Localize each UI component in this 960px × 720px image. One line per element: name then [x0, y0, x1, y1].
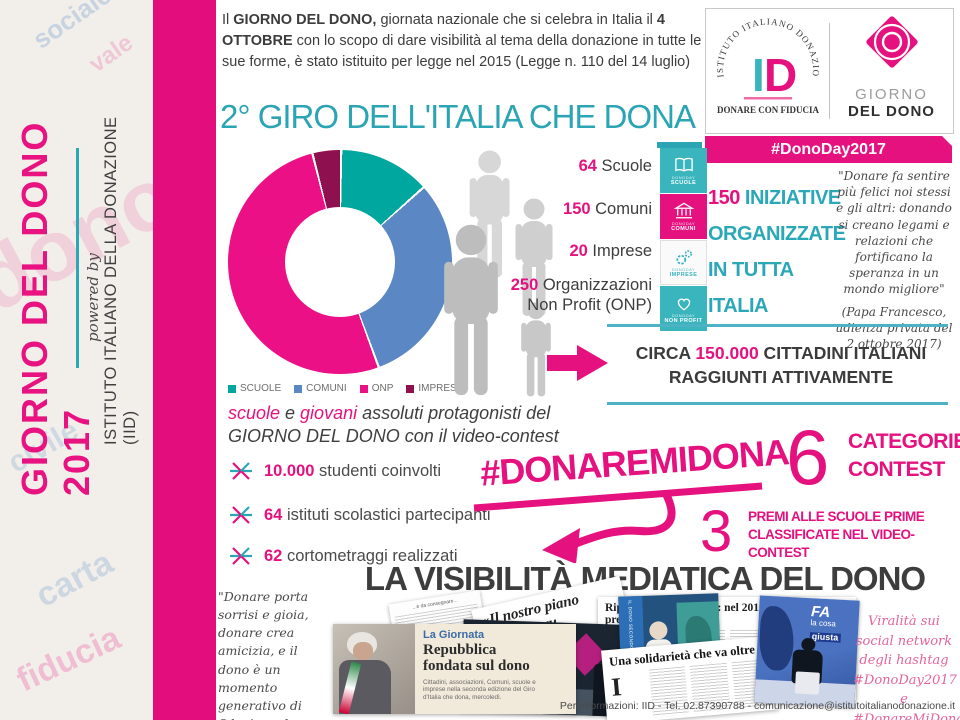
tv-presenter-head [649, 621, 668, 640]
right-arrow-icon [547, 345, 608, 381]
tv-screenshot-fa: FA la cosa giusta [754, 595, 860, 708]
stat-schools: 64 istituti scolastici partecipanti [228, 502, 491, 528]
photo-face [353, 642, 373, 660]
giorno-del-dono-diamond-icon [865, 16, 918, 68]
count-comuni: 150 Comuni [563, 200, 652, 218]
gdd-word-deldono: DEL DONO [848, 102, 935, 120]
contest-prizes-label: PREMI ALLE SCUOLE PRIME CLASSIFICATE NEL … [748, 509, 925, 561]
vertical-divider [76, 148, 79, 368]
press-clipping-lagiornata: La Giornata Repubblica fondata sul dono … [333, 624, 576, 714]
iid-logo-icon: ISTITUTO ITALIANO DONAZIONE I D DONARE C… [702, 1, 820, 115]
accent-bar [153, 0, 216, 720]
clipping-body: Cittadini, associazioni, Comuni, scuole … [423, 678, 536, 702]
intro-paragraph: Il GIORNO DEL DONO, giornata nazionale c… [222, 12, 702, 71]
contest-intro: scuole e giovani assoluti protagonisti d… [228, 403, 559, 447]
tv-backdrop-art [757, 605, 796, 672]
category-tiles: DONODAY SCUOLE DONODAY COMUNI DONODAY IM… [660, 148, 707, 332]
logo-box: ISTITUTO ITALIANO DONAZIONE I D DONARE C… [702, 1, 954, 134]
legend-item: ONP [359, 383, 393, 394]
heart-icon [677, 297, 690, 311]
asterisk-icon [230, 506, 252, 524]
tile-label: COMUNI [671, 225, 696, 232]
legend-swatch [406, 384, 415, 393]
gdd-word-giorno: GIORNO [855, 86, 928, 103]
stat-shorts: 62 cortometraggi realizzati [228, 543, 458, 569]
watermark-word: fiducia [10, 618, 127, 700]
contest-categories-label: CATEGORIE CONTEST [848, 430, 960, 482]
social-virality-note: Viralità sui social network degli hashta… [853, 614, 960, 720]
tv-chair [794, 671, 820, 695]
event-title-vertical: GIORNO DEL DONO 2017 [14, 120, 97, 496]
title-underline [657, 142, 702, 148]
giorno-del-dono-logo: GIORNO DEL DONO [830, 9, 953, 133]
watermark-word: carta [29, 543, 120, 615]
gears-icon [675, 249, 692, 265]
clipping-kicker: La Giornata [423, 629, 485, 641]
tile-nonprofit: DONODAY NON PROFIT [660, 286, 707, 331]
count-scuole: 64 Scuole [578, 157, 652, 175]
legend-swatch [294, 384, 303, 393]
svg-text:I: I [752, 49, 765, 101]
asterisk-icon [230, 547, 252, 565]
clipping-dropcap-col: I [610, 672, 623, 702]
divider-line [607, 324, 948, 327]
legend-item: IMPRESE [406, 383, 463, 394]
donut-chart [228, 150, 452, 374]
page-title: 2° GIRO DELL'ITALIA CHE DONA [220, 98, 696, 135]
iid-logo: ISTITUTO ITALIANO DONAZIONE I D DONARE C… [702, 1, 829, 133]
tile-comuni: DONODAY COMUNI [660, 194, 707, 239]
tile-caption: DONODAY [671, 266, 696, 272]
stat-students: 10.000 studenti coinvolti [228, 458, 441, 484]
svg-text:D: D [764, 49, 797, 101]
asterisk-icon [230, 462, 252, 480]
tile-label: NON PROFIT [664, 317, 703, 324]
legend-item: COMUNI [294, 383, 347, 394]
logo-divider [829, 23, 830, 119]
legend-swatch [359, 384, 368, 393]
footer-contacts: Per informazioni: IID - Tel. 02.87390788… [559, 700, 955, 712]
legend-swatch [228, 384, 236, 393]
tile-caption: DONODAY [671, 312, 696, 318]
book-icon [674, 157, 693, 172]
giorno-del-dono-wordmark: GIORNO DEL DONO [830, 86, 953, 120]
clipping-photo [333, 624, 415, 714]
municipality-icon [673, 202, 694, 218]
tv-show-logo: FA la cosa giusta [809, 603, 841, 643]
donoday-banner: #DonoDay2017 [705, 136, 952, 163]
organization-name-vertical: ISTITUTO ITALIANO DELLA DONAZIONE (IID) [102, 116, 139, 445]
count-imprese: 20 Imprese [569, 242, 652, 260]
contest-number-3: 3 [700, 499, 733, 564]
tile-caption: DONODAY [671, 174, 696, 180]
iniziative-callout: 150 INIZIATIVE ORGANIZZATE IN TUTTA ITAL… [708, 187, 846, 317]
divider-line [607, 402, 948, 405]
legend-item: SCUOLE [228, 383, 281, 394]
mattarella-quote: "Donare porta sorrisi e gioia, donare cr… [218, 589, 328, 720]
count-onp: 250 Organizzazioni Non Profit (ONP) [510, 276, 652, 314]
svg-text:DONARE CON FIDUCIA: DONARE CON FIDUCIA [717, 105, 820, 115]
tile-label: SCUOLE [670, 179, 697, 186]
sidebar: sociale vale dono civile carta fiducia G… [0, 0, 153, 720]
reach-statement: CIRCA 150.000 CITTADINI ITALIANI RAGGIUN… [635, 343, 927, 387]
media-section-title: LA VISIBILITÀ MEDIATICA DEL DONO [364, 560, 926, 597]
tile-label: IMPRESE [669, 271, 698, 278]
tile-scuole: DONODAY SCUOLE [660, 148, 707, 193]
contest-number-6: 6 [786, 413, 830, 501]
clipping-headline: Repubblica fondata sul dono [423, 642, 530, 674]
chart-legend: SCUOLE COMUNI ONP IMPRESE [228, 383, 468, 394]
hashtag-swoosh-arrow-icon [473, 482, 763, 563]
tile-caption: DONODAY [671, 220, 696, 226]
watermark-word: vale [84, 29, 138, 79]
tile-imprese: DONODAY IMPRESE [660, 240, 707, 285]
